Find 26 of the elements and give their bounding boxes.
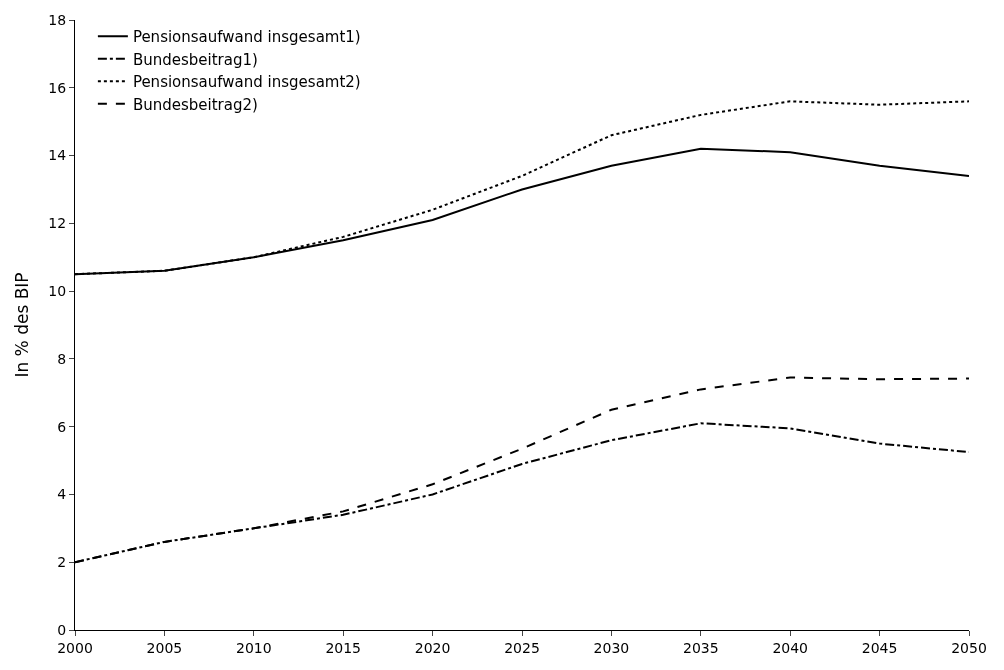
y-axis-title: In % des BIP — [11, 272, 32, 378]
y-tick-label: 0 — [57, 621, 67, 638]
x-tick-label: 2010 — [235, 639, 272, 656]
x-tick-label: 2015 — [325, 639, 362, 656]
y-tick-label: 6 — [57, 418, 67, 435]
x-tick-label: 2030 — [593, 639, 630, 656]
x-tick-label: 2035 — [682, 639, 719, 656]
x-tick-label: 2045 — [861, 639, 898, 656]
x-tick-label: 2025 — [504, 639, 540, 656]
x-tick-label: 2000 — [57, 639, 93, 656]
legend-label: Pensionsaufwand insgesamt2) — [132, 73, 361, 92]
y-tick-label: 8 — [57, 350, 67, 367]
x-tick-label: 2040 — [772, 639, 809, 656]
legend-label: Bundesbeitrag1) — [132, 50, 258, 69]
y-tick-label: 18 — [48, 11, 67, 28]
y-tick-label: 2 — [57, 554, 67, 571]
legend-label: Pensionsaufwand insgesamt1) — [132, 28, 361, 47]
x-tick-label: 2050 — [951, 639, 987, 656]
legend-label: Bundesbeitrag2) — [132, 95, 258, 114]
y-tick-label: 14 — [48, 147, 67, 164]
x-tick-label: 2020 — [414, 639, 451, 656]
y-tick-label: 12 — [48, 215, 67, 232]
y-tick-label: 10 — [48, 283, 67, 300]
x-tick-label: 2005 — [146, 639, 183, 656]
y-tick-label: 16 — [48, 79, 67, 96]
y-tick-label: 4 — [57, 486, 67, 503]
